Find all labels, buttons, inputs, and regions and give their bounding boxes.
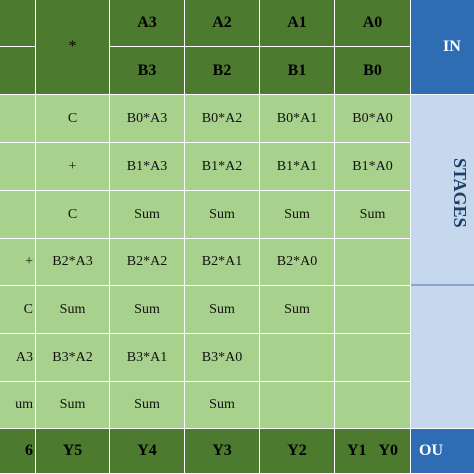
header-a3: A3 xyxy=(110,0,185,47)
table-cell: Sum xyxy=(185,286,260,334)
table-cell: Sum xyxy=(36,382,110,429)
table-cell: Sum xyxy=(185,382,260,429)
table-cell: C xyxy=(36,95,110,143)
table-cell: A3 xyxy=(0,334,36,382)
table-cell: Sum xyxy=(185,191,260,239)
output-y3: Y3 xyxy=(185,429,260,474)
table-cell: Sum xyxy=(110,382,185,429)
header-b0: B0 xyxy=(335,47,411,95)
header-a2: A2 xyxy=(185,0,260,47)
table-cell: B0*A0 xyxy=(335,95,411,143)
output-y2: Y2 xyxy=(260,429,335,474)
table-cell: B1*A1 xyxy=(260,143,335,191)
header-a1: A1 xyxy=(260,0,335,47)
stages-side-panel-top xyxy=(411,95,474,286)
table-cell: Sum xyxy=(110,286,185,334)
table-cell: C xyxy=(36,191,110,239)
table-cell: B3*A2 xyxy=(36,334,110,382)
output-y5: Y5 xyxy=(36,429,110,474)
table-cell xyxy=(0,191,36,239)
table-cell: Sum xyxy=(110,191,185,239)
stages-side-label: STAGES xyxy=(450,158,470,228)
table-cell xyxy=(0,95,36,143)
stages-side-panel-bottom xyxy=(411,286,474,429)
table-cell: Sum xyxy=(260,191,335,239)
table-cell xyxy=(335,239,411,286)
table-cell: B2*A1 xyxy=(185,239,260,286)
table-cell: um xyxy=(0,382,36,429)
table-cell xyxy=(260,382,335,429)
table-cell: B3*A0 xyxy=(185,334,260,382)
output-y6: 6 xyxy=(0,429,36,474)
table-cell: B1*A0 xyxy=(335,143,411,191)
table-cell: + xyxy=(36,143,110,191)
table-cell: B2*A0 xyxy=(260,239,335,286)
output-y4: Y4 xyxy=(110,429,185,474)
table-cell: B2*A3 xyxy=(36,239,110,286)
table-cell: B1*A2 xyxy=(185,143,260,191)
table-cell: Sum xyxy=(335,191,411,239)
header-a0: A0 xyxy=(335,0,411,47)
header-corner-top xyxy=(0,0,36,47)
table-cell xyxy=(335,286,411,334)
table-cell: C xyxy=(0,286,36,334)
table-cell xyxy=(0,143,36,191)
inputs-side-label: IN xyxy=(411,0,474,95)
header-b3: B3 xyxy=(110,47,185,95)
table-cell: B0*A1 xyxy=(260,95,335,143)
header-corner-bottom xyxy=(0,47,36,95)
output-y0: Y0 xyxy=(378,442,399,459)
table-cell xyxy=(335,382,411,429)
output-y1: Y1 xyxy=(346,442,367,459)
table-cell: B1*A3 xyxy=(110,143,185,191)
table-cell: Sum xyxy=(260,286,335,334)
table-cell xyxy=(260,334,335,382)
table-cell: B0*A3 xyxy=(110,95,185,143)
output-y1-y0: Y1 Y0 xyxy=(335,429,411,474)
operator-header: * xyxy=(36,0,110,95)
header-b1: B1 xyxy=(260,47,335,95)
header-b2: B2 xyxy=(185,47,260,95)
table-cell: B0*A2 xyxy=(185,95,260,143)
table-cell: Sum xyxy=(36,286,110,334)
table-cell xyxy=(335,334,411,382)
table-cell: B2*A2 xyxy=(110,239,185,286)
table-cell: B3*A1 xyxy=(110,334,185,382)
table-cell: + xyxy=(0,239,36,286)
outputs-side-label: OU xyxy=(411,429,474,474)
